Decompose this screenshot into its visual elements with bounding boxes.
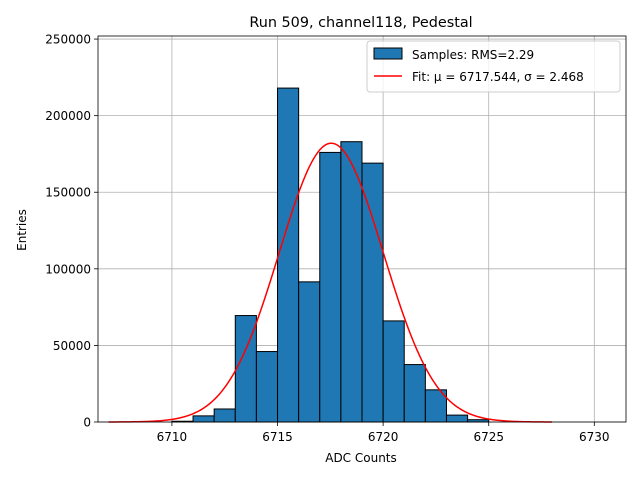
- histogram-bar: [403, 364, 426, 423]
- x-tick-label: 6710: [157, 430, 188, 444]
- histogram-bar: [192, 415, 215, 423]
- y-tick-label: 200000: [45, 109, 91, 123]
- histogram-bar: [298, 281, 321, 423]
- y-tick-label: 50000: [53, 339, 91, 353]
- histogram-bar: [340, 141, 363, 423]
- y-axis-label: Entries: [15, 209, 29, 251]
- y-tick-label: 0: [83, 416, 91, 430]
- histogram-bar: [361, 162, 384, 423]
- legend-histogram-swatch: [373, 47, 403, 60]
- x-tick-label: 6720: [368, 430, 399, 444]
- x-axis-ticks: 6710 6715 6720 6725 6730: [157, 422, 610, 444]
- axes-frame: [97, 35, 627, 423]
- x-tick-label: 6715: [262, 430, 293, 444]
- histogram-bar: [319, 151, 342, 423]
- x-tick-label: 6730: [579, 430, 610, 444]
- histogram-bar: [255, 351, 279, 423]
- y-tick-label: 250000: [45, 33, 91, 47]
- chart-title: Run 509, channel118, Pedestal: [249, 15, 472, 31]
- y-tick-label: 100000: [45, 262, 91, 276]
- histogram-bar: [445, 414, 469, 423]
- legend-histogram-label: Samples: RMS=2.29: [412, 48, 534, 62]
- x-tick-label: 6725: [473, 430, 504, 444]
- x-axis-label: ADC Counts: [325, 451, 397, 465]
- y-tick-label: 150000: [45, 186, 91, 200]
- fit-curve-line: [108, 142, 553, 423]
- histogram-bar: [213, 408, 236, 423]
- histogram-bar: [277, 87, 300, 423]
- histogram-bar: [382, 320, 405, 423]
- legend-fit-label: Fit: μ = 6717.544, σ = 2.468: [412, 70, 584, 84]
- plot-frame: [97, 35, 627, 423]
- legend: Samples: RMS=2.29 Fit: μ = 6717.544, σ =…: [366, 40, 621, 93]
- y-axis-ticks: 0 50000 100000 150000 200000 250000: [45, 33, 98, 430]
- legend-box: [366, 40, 621, 93]
- histogram-bars: [171, 87, 490, 423]
